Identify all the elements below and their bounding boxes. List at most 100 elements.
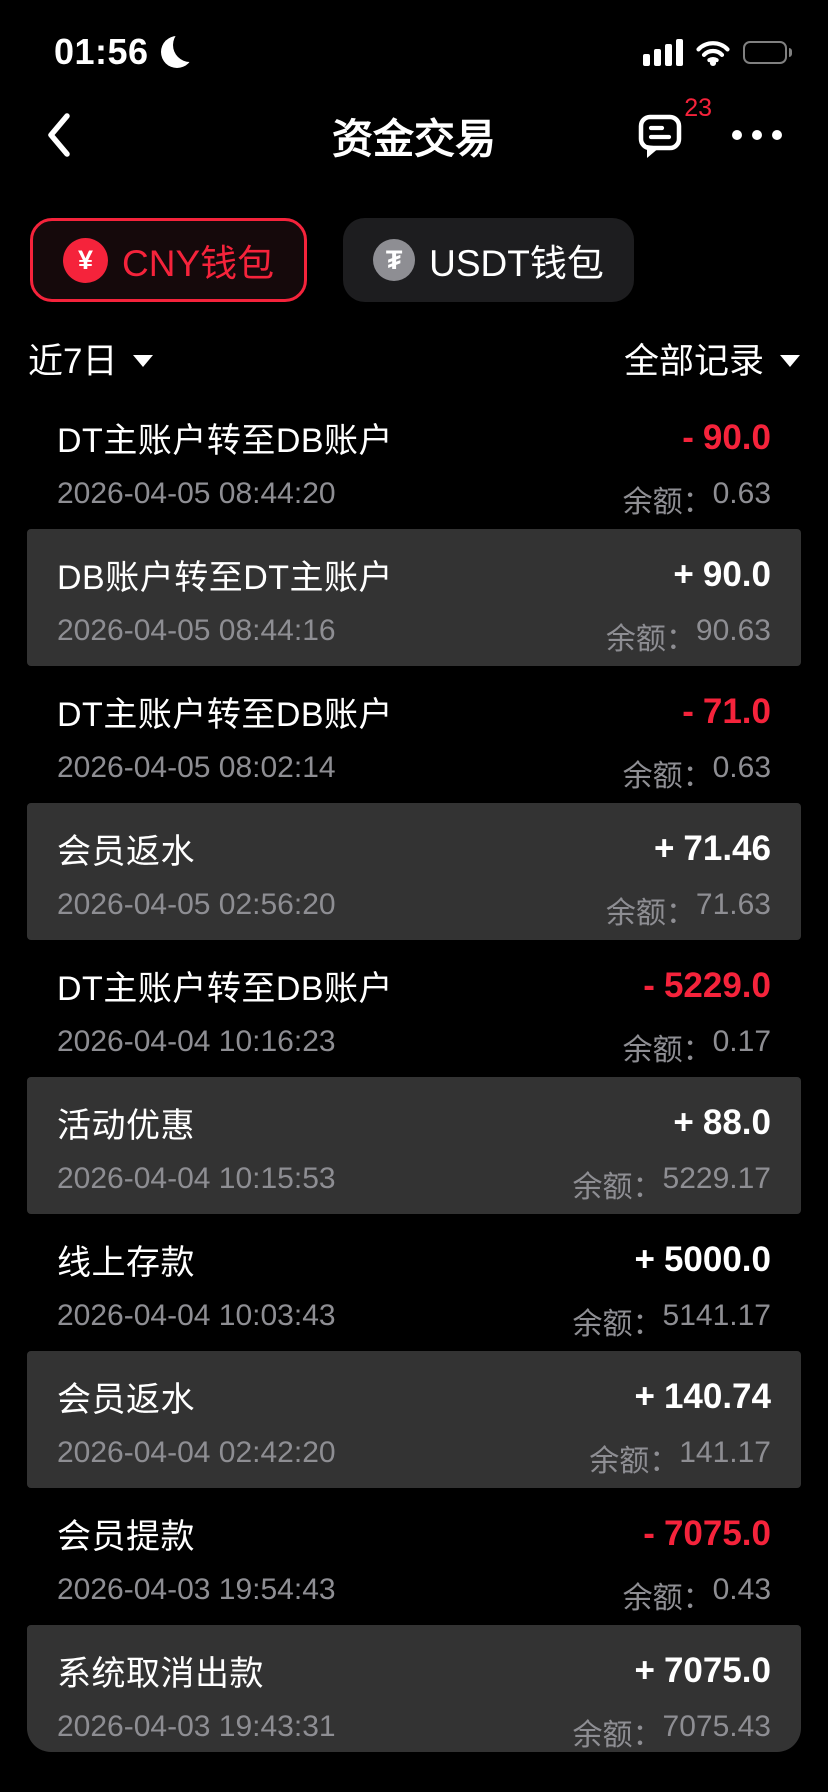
record-type-filter[interactable]: 全部记录 [624,333,800,384]
tab-usdt-label: USDT钱包 [429,243,604,284]
battery-icon [743,40,792,64]
ellipsis-icon [732,130,782,140]
date-range-label: 近7日 [28,341,118,381]
transaction-balance: 余额： 0.43 [623,1573,771,1617]
header: 资金交易 23 [0,94,828,172]
transaction-amount: +88.0 [673,1103,771,1143]
amount-value: 90.0 [702,554,771,594]
transaction-amount: +71.46 [654,829,771,869]
balance-label: 余额： [572,1308,663,1341]
tab-cny-label: CNY钱包 [122,243,275,284]
tab-usdt-wallet[interactable]: ₮ USDT钱包 [343,218,634,302]
tab-cny-wallet[interactable]: ¥ CNY钱包 [30,218,308,302]
balance-value: 7075.43 [662,1710,771,1743]
wallet-tabs: ¥ CNY钱包 ₮ USDT钱包 [30,218,828,302]
status-time: 01:56 [54,31,149,72]
transaction-title: DT主账户转至DB账户 [57,970,394,1008]
wifi-icon [696,40,730,66]
transaction-row[interactable]: 会员返水 +140.74 2026-04-04 02:42:20 余额： 141.… [27,1351,801,1488]
transaction-time: 2026-04-05 02:56:20 [57,888,336,921]
transaction-time: 2026-04-04 02:42:20 [57,1436,336,1469]
amount-value: 88.0 [702,1102,771,1142]
amount-sign: + [673,1102,694,1142]
transaction-title: 会员返水 [57,833,195,871]
transaction-row[interactable]: 活动优惠 +88.0 2026-04-04 10:15:53 余额： 5229.1… [27,1077,801,1214]
transaction-row[interactable]: DT主账户转至DB账户 -71.0 2026-04-05 08:02:14 余额… [27,666,801,803]
balance-value: 5229.17 [662,1162,771,1195]
transaction-time: 2026-04-04 10:16:23 [57,1025,336,1058]
transaction-title: 会员提款 [57,1518,195,1556]
status-indicators [643,38,792,66]
status-bar: 01:56 [0,0,828,90]
balance-label: 余额： [622,760,713,793]
transaction-amount: +5000.0 [634,1240,771,1280]
chat-bubble-icon [638,114,682,158]
transaction-row[interactable]: 线上存款 +5000.0 2026-04-04 10:03:43 余额： 5141… [27,1214,801,1351]
transaction-amount: -5229.0 [643,966,771,1006]
amount-value: 71.0 [702,691,771,731]
balance-value: 141.17 [679,1436,771,1469]
transaction-title: DB账户转至DT主账户 [57,559,394,597]
transaction-time: 2026-04-05 08:44:20 [57,477,336,510]
balance-label: 余额： [622,1582,713,1615]
transaction-balance: 余额： 141.17 [589,1436,771,1480]
unread-count-badge: 23 [684,94,712,122]
amount-sign: - [682,417,694,457]
caret-down-icon [133,354,154,367]
amount-sign: - [643,1513,655,1553]
balance-value: 71.63 [695,888,771,921]
transaction-amount: -7075.0 [643,1514,771,1554]
transaction-time: 2026-04-05 08:44:16 [57,614,336,647]
chevron-left-icon [48,113,70,157]
amount-sign: + [653,828,675,868]
amount-value: 140.74 [663,1376,771,1416]
amount-sign: - [682,691,694,731]
balance-value: 0.63 [712,751,771,784]
transaction-balance: 余额： 7075.43 [573,1710,771,1752]
transaction-time: 2026-04-05 08:02:14 [57,751,336,784]
transaction-time: 2026-04-04 10:15:53 [57,1162,336,1195]
transaction-balance: 余额： 0.17 [623,1025,771,1069]
caret-down-icon [780,354,800,367]
balance-value: 0.43 [712,1573,771,1606]
amount-value: 7075.0 [663,1650,771,1690]
amount-sign: + [634,1239,655,1279]
amount-sign: + [634,1650,655,1690]
transaction-row[interactable]: DT主账户转至DB账户 -90.0 2026-04-05 08:44:20 余额… [27,392,801,529]
transaction-row[interactable]: 系统取消出款 +7075.0 2026-04-03 19:43:31 余额： 70… [27,1625,801,1752]
date-range-filter[interactable]: 近7日 [28,333,154,384]
transaction-title: 活动优惠 [57,1107,195,1145]
cellular-signal-icon [643,38,683,66]
transaction-row[interactable]: 会员返水 +71.46 2026-04-05 02:56:20 余额： 71.63 [27,803,801,940]
header-actions: 23 [634,94,782,162]
transaction-title: DT主账户转至DB账户 [57,696,394,734]
transaction-amount: -71.0 [682,692,771,732]
transaction-list: DT主账户转至DB账户 -90.0 2026-04-05 08:44:20 余额… [27,392,801,1752]
filter-bar: 近7日 全部记录 [28,338,800,381]
transaction-balance: 余额： 5141.17 [573,1299,771,1343]
transaction-balance: 余额： 0.63 [623,751,771,795]
usdt-coin-icon: ₮ [373,239,416,281]
record-type-label: 全部记录 [623,341,764,381]
transaction-balance: 余额： 90.63 [606,614,771,658]
messages-button[interactable]: 23 [634,94,712,162]
transaction-amount: -90.0 [682,418,771,458]
balance-value: 5141.17 [662,1299,771,1332]
transaction-title: DT主账户转至DB账户 [57,422,394,460]
amount-value: 5229.0 [663,965,771,1005]
back-button[interactable] [46,111,73,159]
transaction-balance: 余额： 5229.17 [573,1162,771,1206]
amount-value: 5000.0 [663,1239,771,1279]
transaction-time: 2026-04-03 19:54:43 [57,1573,336,1606]
balance-label: 余额： [622,1034,713,1067]
amount-sign: + [634,1376,655,1416]
transaction-row[interactable]: 会员提款 -7075.0 2026-04-03 19:54:43 余额： 0.43 [27,1488,801,1625]
transaction-balance: 余额： 0.63 [623,477,771,521]
moon-icon [159,34,195,70]
transaction-row[interactable]: DB账户转至DT主账户 +90.0 2026-04-05 08:44:16 余额… [27,529,801,666]
amount-value: 71.46 [683,828,771,868]
transaction-amount: +140.74 [634,1377,771,1417]
more-button[interactable] [732,130,782,140]
transaction-row[interactable]: DT主账户转至DB账户 -5229.0 2026-04-04 10:16:23 … [27,940,801,1077]
